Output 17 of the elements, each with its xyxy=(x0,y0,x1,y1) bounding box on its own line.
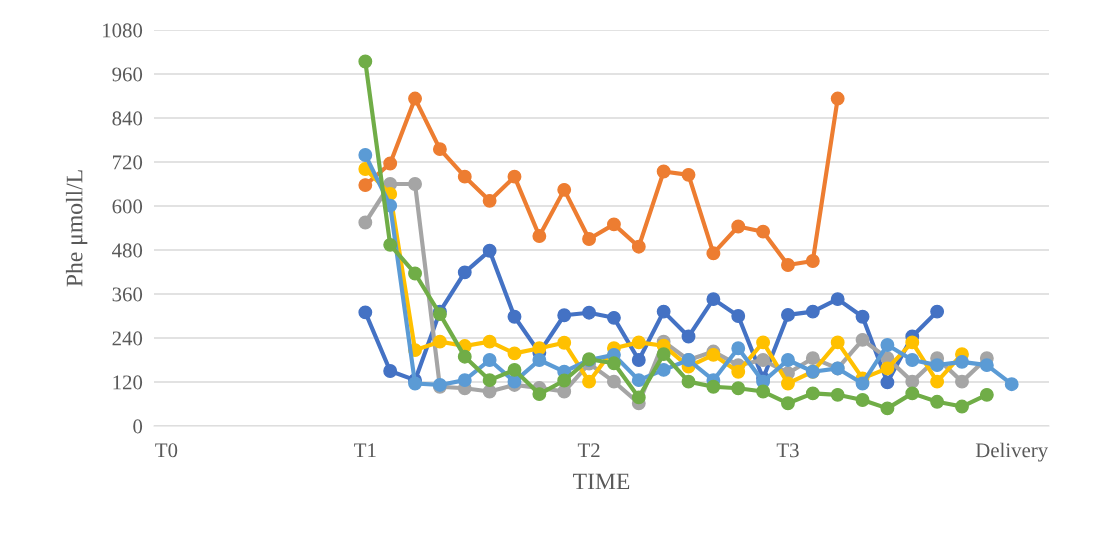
y-tick-label: 360 xyxy=(112,287,143,302)
y-tick-label: 240 xyxy=(112,331,143,346)
y-tick-label: 840 xyxy=(112,111,143,126)
x-axis-title: TIME xyxy=(573,473,630,490)
y-tick-label: 960 xyxy=(112,67,143,82)
x-tick-label: Delivery xyxy=(975,442,1049,462)
y-tick-label: 720 xyxy=(113,155,143,170)
y-tick-label: 120 xyxy=(113,375,143,390)
x-tick-label: T2 xyxy=(577,443,600,458)
y-tick-label: 600 xyxy=(112,199,143,214)
x-tick-label: T3 xyxy=(776,443,799,458)
y-tick-label: 1080 xyxy=(103,23,143,38)
x-tick-label: T0 xyxy=(155,443,178,458)
y-tick-label: 480 xyxy=(112,243,143,258)
y-axis-title: Phe μmoll/L xyxy=(65,170,88,287)
y-tick-label: 0 xyxy=(133,419,143,434)
x-tick-label: T1 xyxy=(354,443,376,458)
